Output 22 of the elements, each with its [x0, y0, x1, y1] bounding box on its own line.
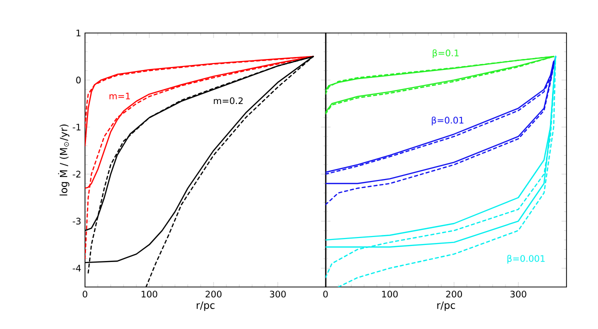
annotation: β=0.01 — [432, 116, 464, 126]
x-tick-label: 300 — [270, 290, 286, 298]
y-tick-label: -4 — [72, 264, 81, 272]
annotation: m=1 — [110, 92, 130, 100]
x-tick-label: 0 — [82, 290, 88, 298]
y-axis-title: log Ṁ / (M$_{⊙}$/yr) — [58, 124, 70, 196]
annotation: β=0.001 — [507, 254, 545, 264]
x-axis-title: r/pc — [196, 302, 215, 311]
x-tick-label: 100 — [142, 290, 158, 298]
y-tick-label: 0 — [76, 76, 81, 84]
x-axis-title: r/pc — [437, 302, 456, 311]
x-tick-label: 200 — [446, 290, 462, 298]
y-tick-label: -1 — [72, 124, 80, 130]
x-tick-label: 100 — [382, 290, 398, 298]
annotation: β=0.1 — [432, 49, 459, 58]
x-tick-label: 300 — [510, 290, 526, 298]
x-tick-label: 200 — [206, 290, 222, 298]
y-tick-label: 1 — [76, 30, 80, 36]
annotation: m=0.2 — [214, 97, 243, 104]
x-tick-label: 0 — [323, 290, 328, 298]
y-tick-label: -3 — [72, 218, 81, 225]
y-tick-label: -2 — [72, 170, 80, 178]
